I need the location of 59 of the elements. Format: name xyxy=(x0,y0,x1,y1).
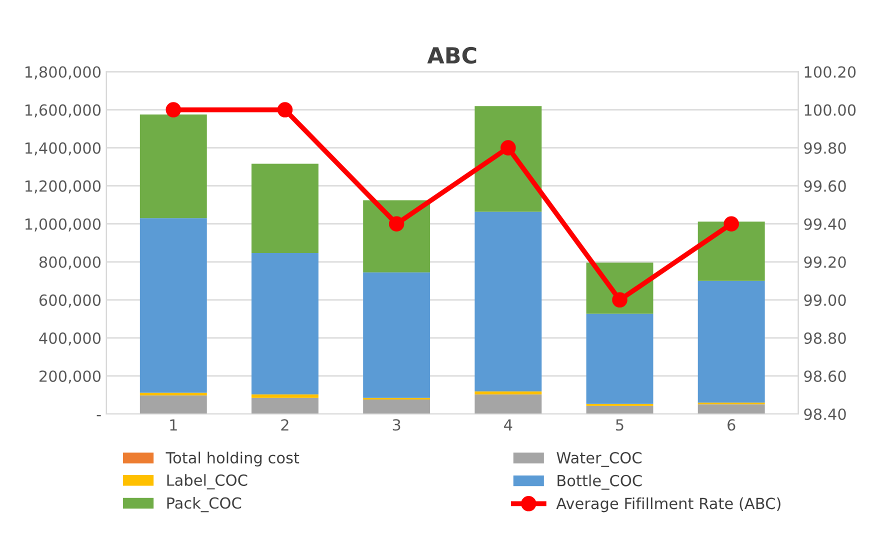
y2-tick-label: 98.80 xyxy=(804,332,846,344)
x-tick-label: 2 xyxy=(281,419,288,430)
x-tick-label: 5 xyxy=(616,419,624,431)
legend-label: Total holding cost xyxy=(166,452,300,466)
y2-tick-label: 100.00 xyxy=(804,104,856,116)
legend-label: Label_COC xyxy=(167,474,248,490)
y2-tick-label: 100.20 xyxy=(804,66,856,78)
y-tick-label: 800,000 xyxy=(39,256,101,270)
y2-tick-label: 99.40 xyxy=(804,218,846,230)
bar xyxy=(474,391,542,394)
point xyxy=(724,216,739,232)
bar xyxy=(252,252,318,394)
y2-tick-label: 98.40 xyxy=(804,408,846,420)
bar xyxy=(698,404,765,414)
x-tick-label: 6 xyxy=(728,419,736,431)
bar xyxy=(474,106,542,212)
y2-tick-label: 99.60 xyxy=(804,180,846,192)
y-tick-label: 1,400,000 xyxy=(26,142,101,156)
y-tick-label: 200,000 xyxy=(40,370,101,384)
y-tick-label: - xyxy=(96,415,101,416)
y-tick-label: 600,000 xyxy=(39,294,101,308)
y-tick-label: 1,000,000 xyxy=(26,218,101,232)
y2-tick-label: 99.80 xyxy=(804,142,846,154)
bar xyxy=(140,114,207,218)
legend-label: Bottle_COC xyxy=(558,474,642,490)
legend-label: Average Fifillment Rate (ABC) xyxy=(556,497,780,512)
point xyxy=(500,140,516,156)
y2-tick-label: 99.20 xyxy=(804,256,846,268)
x-tick-label: 1 xyxy=(170,419,177,430)
legend-label: Pack_COC xyxy=(167,496,242,512)
bar xyxy=(698,222,765,281)
bar xyxy=(252,394,318,398)
bar xyxy=(252,164,318,253)
y2-tick-label: 99.00 xyxy=(804,294,846,306)
bar xyxy=(474,394,542,414)
x-tick-label: 3 xyxy=(392,419,400,431)
y2-tick-label: 98.60 xyxy=(804,370,846,382)
y-tick-label: 1,600,000 xyxy=(26,104,101,118)
bar xyxy=(140,395,207,414)
point xyxy=(166,102,182,118)
bar xyxy=(586,314,654,404)
bar xyxy=(252,398,318,414)
x-tick-label: 4 xyxy=(504,419,512,430)
bar xyxy=(474,212,542,392)
bar xyxy=(363,272,430,398)
bar xyxy=(140,218,207,393)
bar xyxy=(698,280,765,403)
point xyxy=(277,102,293,118)
bar xyxy=(586,406,654,414)
y-tick-label: 1,800,000 xyxy=(26,66,101,80)
chart-title: ABC xyxy=(427,46,476,64)
point xyxy=(388,216,404,232)
point xyxy=(612,292,628,308)
y-tick-label: 1,200,000 xyxy=(26,180,101,194)
y-tick-label: 400,000 xyxy=(39,332,101,346)
legend-label: Water_COC xyxy=(556,452,642,467)
bar xyxy=(363,200,430,272)
bar xyxy=(140,392,207,396)
bar xyxy=(363,400,430,414)
